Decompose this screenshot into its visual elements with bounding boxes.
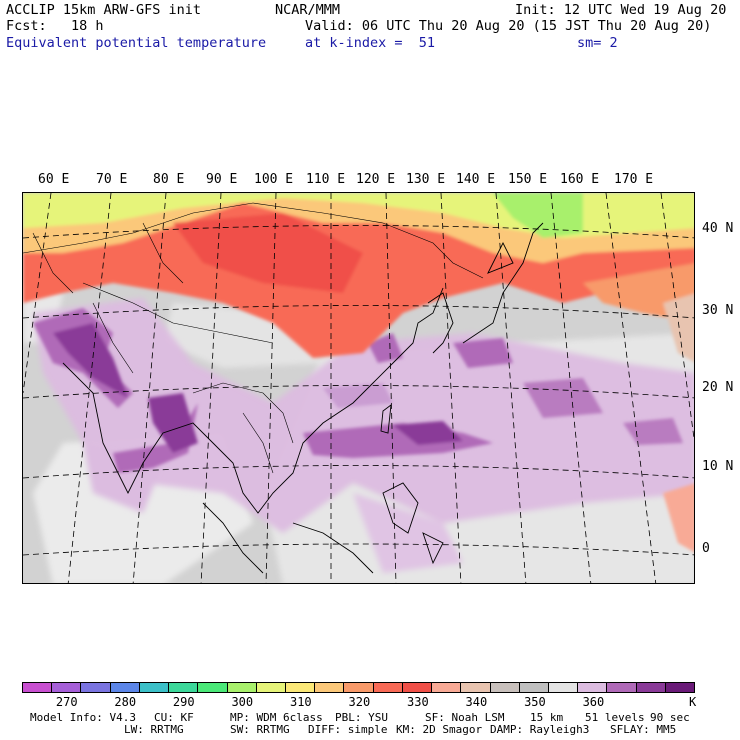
model-info-item: 90 sec (650, 711, 690, 724)
forecast-hour: Fcst: 18 h (6, 18, 104, 34)
institution-label: NCAR/MMM (275, 2, 341, 18)
longitude-label: 110 E (306, 172, 346, 187)
colorbar-swatch (81, 683, 111, 692)
colorbar-swatch (315, 683, 345, 692)
colorbar-swatch (344, 683, 374, 692)
model-info-item: LW: RRTMG (124, 723, 184, 736)
longitude-label: 80 E (153, 172, 185, 187)
model-info-item: SFLAY: MM5 (610, 723, 677, 736)
latitude-label: 0 (702, 541, 710, 556)
longitude-label: 170 E (614, 172, 654, 187)
colorbar-swatch (548, 683, 579, 692)
colorbar-tick-label: 310 (289, 695, 312, 709)
colorbar-tick-label: 360 (582, 695, 605, 709)
longitude-label: 120 E (356, 172, 396, 187)
latitude-label: 20 N (702, 380, 734, 395)
colorbar-tick-label: 340 (465, 695, 488, 709)
colorbar-swatch (110, 683, 140, 692)
level-label: at k-index = 51 (305, 35, 436, 51)
model-title: ACCLIP 15km ARW-GFS init (6, 2, 202, 18)
model-info-item: KM: 2D Smagor (396, 723, 483, 736)
model-info-item: Model Info: V4.3 (30, 711, 136, 724)
longitude-label: 60 E (38, 172, 70, 187)
colorbar-swatch (461, 683, 491, 692)
colorbar-swatch (227, 683, 257, 692)
colorbar-swatch (373, 683, 403, 692)
colorbar-swatch (23, 683, 53, 692)
colorbar-unit: K (689, 695, 697, 709)
colorbar-tick-label: 290 (172, 695, 195, 709)
model-info-item: MP: WDM 6class (230, 711, 323, 724)
theta-e-field (23, 193, 694, 583)
model-info-item: SW: RRTMG (230, 723, 290, 736)
colorbar-tick-label: 330 (407, 695, 429, 709)
country-borders (23, 202, 484, 474)
longitude-label: 90 E (206, 172, 238, 187)
init-time: Init: 12 UTC Wed 19 Aug 20 (515, 2, 727, 18)
model-info-item: 15 km (530, 711, 564, 724)
model-info-item: DAMP: Rayleigh3 (490, 723, 590, 736)
colorbar-swatch (198, 683, 228, 692)
colorbar-swatch (607, 683, 637, 692)
model-info-item: DIFF: simple (308, 723, 388, 736)
longitude-label: 70 E (96, 172, 128, 187)
longitude-label: 100 E (254, 172, 294, 187)
field-name: Equivalent potential temperature (6, 35, 267, 51)
coastlines (62, 222, 544, 574)
colorbar-swatch (256, 683, 286, 692)
colorbar-tick-label: 350 (524, 695, 546, 709)
longitude-label: 130 E (406, 172, 446, 187)
field-warm-regions (23, 193, 694, 552)
colorbar-swatch (432, 683, 462, 692)
colorbar-tick-label: 320 (348, 695, 371, 709)
colorbar-swatch (490, 683, 520, 692)
model-info-item: CU: KF (154, 711, 194, 724)
longitude-label: 150 E (508, 172, 548, 187)
model-info-item: PBL: YSU (335, 711, 388, 724)
valid-time: Valid: 06 UTC Thu 20 Aug 20 (15 JST Thu … (305, 18, 712, 34)
colorbar-swatch (519, 683, 549, 692)
colorbar-swatch (402, 683, 433, 692)
latitude-label: 10 N (702, 459, 734, 474)
colorbar-swatch (139, 683, 170, 692)
colorbar-swatch (636, 683, 666, 692)
model-info-item: SF: Noah LSM (425, 711, 505, 724)
map-panel (22, 192, 695, 584)
colorbar-swatch (169, 683, 199, 692)
colorbar-tick-label: 270 (55, 695, 78, 709)
longitude-label: 140 E (456, 172, 496, 187)
colorbar-tick-label: 280 (114, 695, 137, 709)
model-info-item: 51 levels (585, 711, 645, 724)
latitude-label: 40 N (702, 221, 734, 236)
longitude-label: 160 E (560, 172, 600, 187)
colorbar-swatch (578, 683, 608, 692)
field-purple-regions (33, 308, 683, 473)
colorbar (22, 682, 695, 693)
colorbar-tick-label: 300 (231, 695, 254, 709)
smoothing-label: sm= 2 (577, 35, 618, 51)
colorbar-swatch (52, 683, 82, 692)
colorbar-swatch (665, 683, 695, 692)
latitude-label: 30 N (702, 303, 734, 318)
colorbar-swatch (285, 683, 316, 692)
